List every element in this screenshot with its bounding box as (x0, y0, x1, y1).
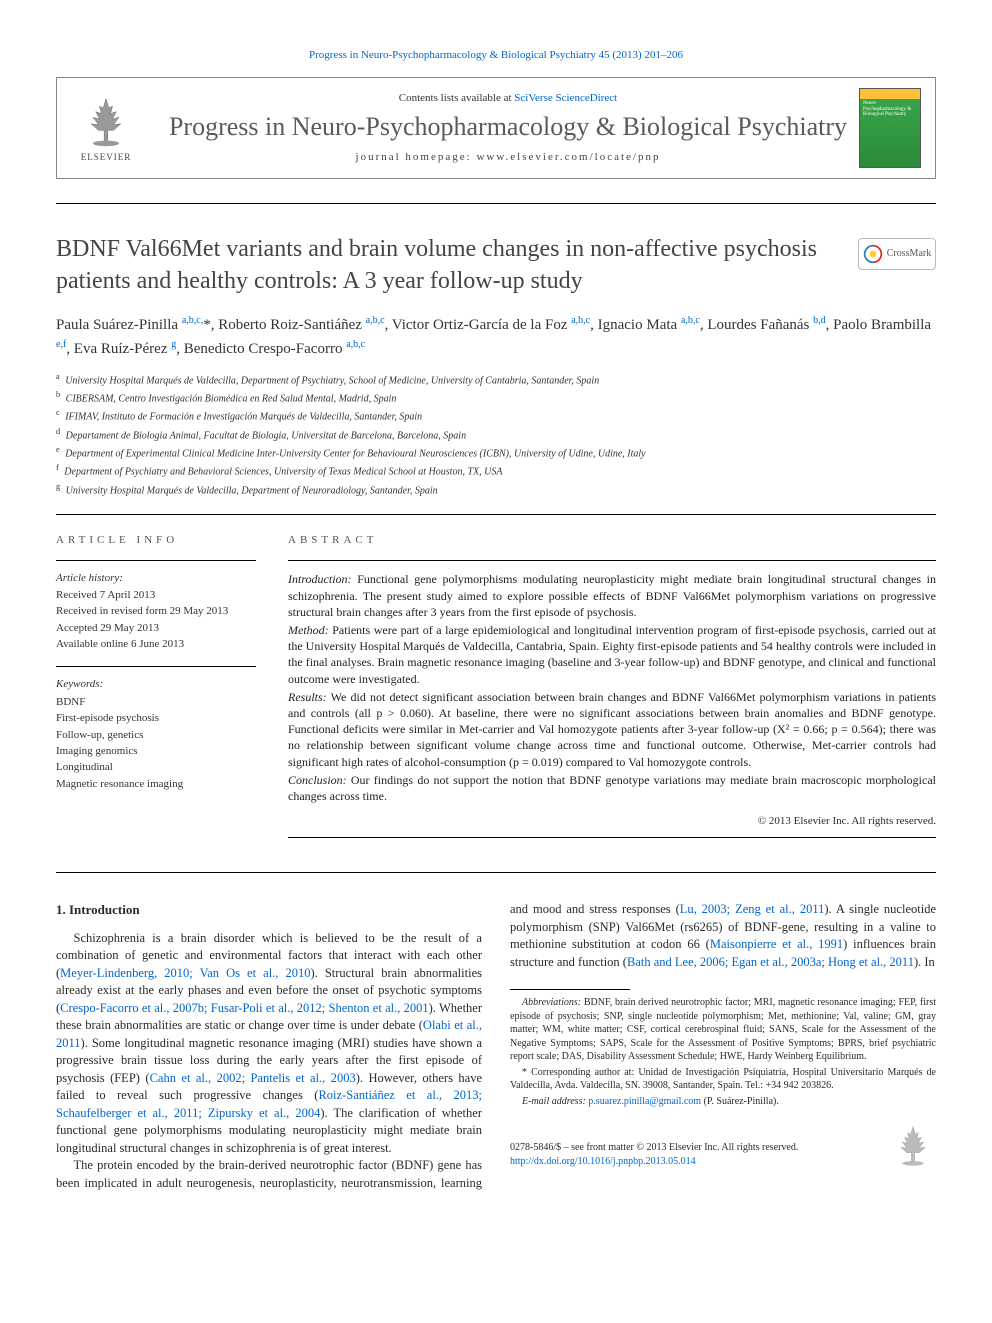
keywords-label: Keywords: (56, 677, 256, 692)
page-bottom-row: 0278-5846/$ – see front matter © 2013 El… (510, 1122, 936, 1168)
journal-cover-thumbnail: Neuro-Psychopharmacology & Biological Ps… (859, 88, 921, 168)
footnotes: Abbreviations: BDNF, brain derived neuro… (510, 996, 936, 1108)
journal-homepage: journal homepage: www.elsevier.com/locat… (157, 150, 859, 165)
abstract-label: ABSTRACT (288, 533, 936, 548)
abbrev-label: Abbreviations: (522, 997, 581, 1008)
ref-link[interactable]: Maisonpierre et al., 1991 (710, 937, 843, 951)
crossmark-badge[interactable]: CrossMark (858, 238, 936, 270)
ref-link[interactable]: Crespo-Facorro et al., 2007b; (60, 1001, 207, 1015)
footnote-separator (510, 989, 630, 990)
corresponding-author-footnote: * Corresponding author at: Unidad de Inv… (510, 1066, 936, 1093)
cover-text: Neuro-Psychopharmacology & Biological Ps… (863, 101, 917, 118)
history-label: Article history: (56, 571, 256, 586)
crossmark-label: CrossMark (887, 247, 931, 261)
article-info-label: ARTICLE INFO (56, 533, 256, 548)
email-label: E-mail address: (522, 1096, 586, 1107)
abstract-body: Introduction: Functional gene polymorphi… (288, 571, 936, 804)
affiliation-line: a University Hospital Marqués de Valdeci… (56, 371, 936, 388)
top-citation: Progress in Neuro-Psychopharmacology & B… (56, 48, 936, 63)
email-link[interactable]: p.suarez.pinilla@gmail.com (588, 1096, 701, 1107)
author-list: Paula Suárez-Pinilla a,b,c,*, Roberto Ro… (56, 313, 936, 361)
abstract-segment-label: Method: (288, 623, 329, 637)
article-history: Article history: Received 7 April 2013Re… (56, 571, 256, 652)
p2-text-d: ). In (914, 955, 935, 969)
abstract-segment-text: We did not detect significant associatio… (288, 690, 936, 769)
affiliations-list: a University Hospital Marqués de Valdeci… (56, 371, 936, 498)
contents-available: Contents lists available at SciVerse Sci… (157, 91, 859, 106)
ref-link[interactable]: Meyer-Lindenberg, 2010; Van Os et al., 2… (60, 966, 310, 980)
elsevier-logo: ELSEVIER (71, 88, 141, 168)
doi-link[interactable]: http://dx.doi.org/10.1016/j.pnpbp.2013.0… (510, 1156, 696, 1167)
ref-link[interactable]: Lu, 2003; Zeng et al., 2011 (680, 902, 825, 916)
keywords-block: Keywords: BDNFFirst-episode psychosis Fol… (56, 677, 256, 792)
abstract-segment: Introduction: Functional gene polymorphi… (288, 571, 936, 620)
abstract-column: ABSTRACT Introduction: Functional gene p… (288, 533, 936, 848)
abstract-segment-text: Our findings do not support the notion t… (288, 773, 936, 803)
homepage-prefix: journal homepage: (356, 151, 477, 163)
rule-top (56, 203, 936, 204)
issn-doi-block: 0278-5846/$ – see front matter © 2013 El… (510, 1141, 798, 1168)
abstract-segment: Method: Patients were part of a large ep… (288, 622, 936, 687)
ref-link[interactable]: Bath and Lee, 2006; Egan et al., 2003a; … (627, 955, 914, 969)
affiliation-line: d Departament de Biologia Animal, Facult… (56, 426, 936, 443)
affiliation-line: b CIBERSAM, Centro Investigación Biomédi… (56, 389, 936, 406)
keyword-line: BDNF (56, 695, 256, 710)
info-abstract-row: ARTICLE INFO Article history: Received 7… (56, 533, 936, 848)
corr-label: * Corresponding author at: (522, 1067, 634, 1078)
abstract-segment-text: Functional gene polymorphisms modulating… (288, 572, 936, 618)
keyword-line: Imaging genomics (56, 744, 256, 759)
homepage-url: www.elsevier.com/locate/pnp (476, 151, 660, 163)
keyword-line: Longitudinal (56, 760, 256, 775)
abstract-segment-label: Conclusion: (288, 773, 347, 787)
abstract-segment: Results: We did not detect significant a… (288, 689, 936, 770)
email-suffix: (P. Suárez-Pinilla). (701, 1096, 779, 1107)
ref-link[interactable]: Fusar-Poli et al., 2012; Shenton et al.,… (211, 1001, 429, 1015)
abstract-segment: Conclusion: Our findings do not support … (288, 772, 936, 804)
elsevier-tree-small-icon (890, 1122, 936, 1168)
history-line: Received in revised form 29 May 2013 (56, 604, 256, 619)
abstract-segment-label: Introduction: (288, 572, 352, 586)
journal-header: ELSEVIER Contents lists available at Sci… (56, 77, 936, 179)
section-heading-intro: 1. Introduction (56, 901, 482, 919)
history-line: Accepted 29 May 2013 (56, 621, 256, 636)
affiliation-line: g University Hospital Marqués de Valdeci… (56, 481, 936, 498)
issn-line: 0278-5846/$ – see front matter © 2013 El… (510, 1141, 798, 1155)
article-info-column: ARTICLE INFO Article history: Received 7… (56, 533, 256, 848)
email-footnote: E-mail address: p.suarez.pinilla@gmail.c… (510, 1095, 936, 1109)
keyword-line: Follow-up, genetics (56, 728, 256, 743)
crossmark-icon (863, 244, 883, 264)
history-line: Received 7 April 2013 (56, 588, 256, 603)
article-title: BDNF Val66Met variants and brain volume … (56, 234, 936, 296)
elsevier-label: ELSEVIER (81, 151, 132, 164)
abstract-copyright: © 2013 Elsevier Inc. All rights reserved… (288, 814, 936, 829)
abbreviations-footnote: Abbreviations: BDNF, brain derived neuro… (510, 996, 936, 1064)
top-citation-link[interactable]: Progress in Neuro-Psychopharmacology & B… (309, 49, 683, 61)
intro-paragraph-1: Schizophrenia is a brain disorder which … (56, 930, 482, 1158)
article-page: Progress in Neuro-Psychopharmacology & B… (0, 0, 992, 1232)
affiliation-line: e Department of Experimental Clinical Me… (56, 444, 936, 461)
rule-before-body (56, 872, 936, 873)
abstract-segment-text: Patients were part of a large epidemiolo… (288, 623, 936, 686)
rule-after-affil (56, 514, 936, 515)
keyword-line: Magnetic resonance imaging (56, 777, 256, 792)
affiliation-line: f Department of Psychiatry and Behaviora… (56, 462, 936, 479)
ref-link[interactable]: Cahn et al., 2002; Pantelis et al., 2003 (150, 1071, 356, 1085)
history-line: Available online 6 June 2013 (56, 637, 256, 652)
elsevier-tree-icon (78, 93, 134, 149)
journal-name: Progress in Neuro-Psychopharmacology & B… (157, 112, 859, 142)
keyword-line: First-episode psychosis (56, 711, 256, 726)
sciencedirect-link[interactable]: SciVerse ScienceDirect (514, 92, 617, 104)
affiliation-line: c IFIMAV, Instituto de Formación e Inves… (56, 407, 936, 424)
body-two-column: 1. Introduction Schizophrenia is a brain… (56, 901, 936, 1192)
abstract-segment-label: Results: (288, 690, 327, 704)
contents-prefix: Contents lists available at (399, 92, 514, 104)
header-center: Contents lists available at SciVerse Sci… (157, 91, 859, 166)
